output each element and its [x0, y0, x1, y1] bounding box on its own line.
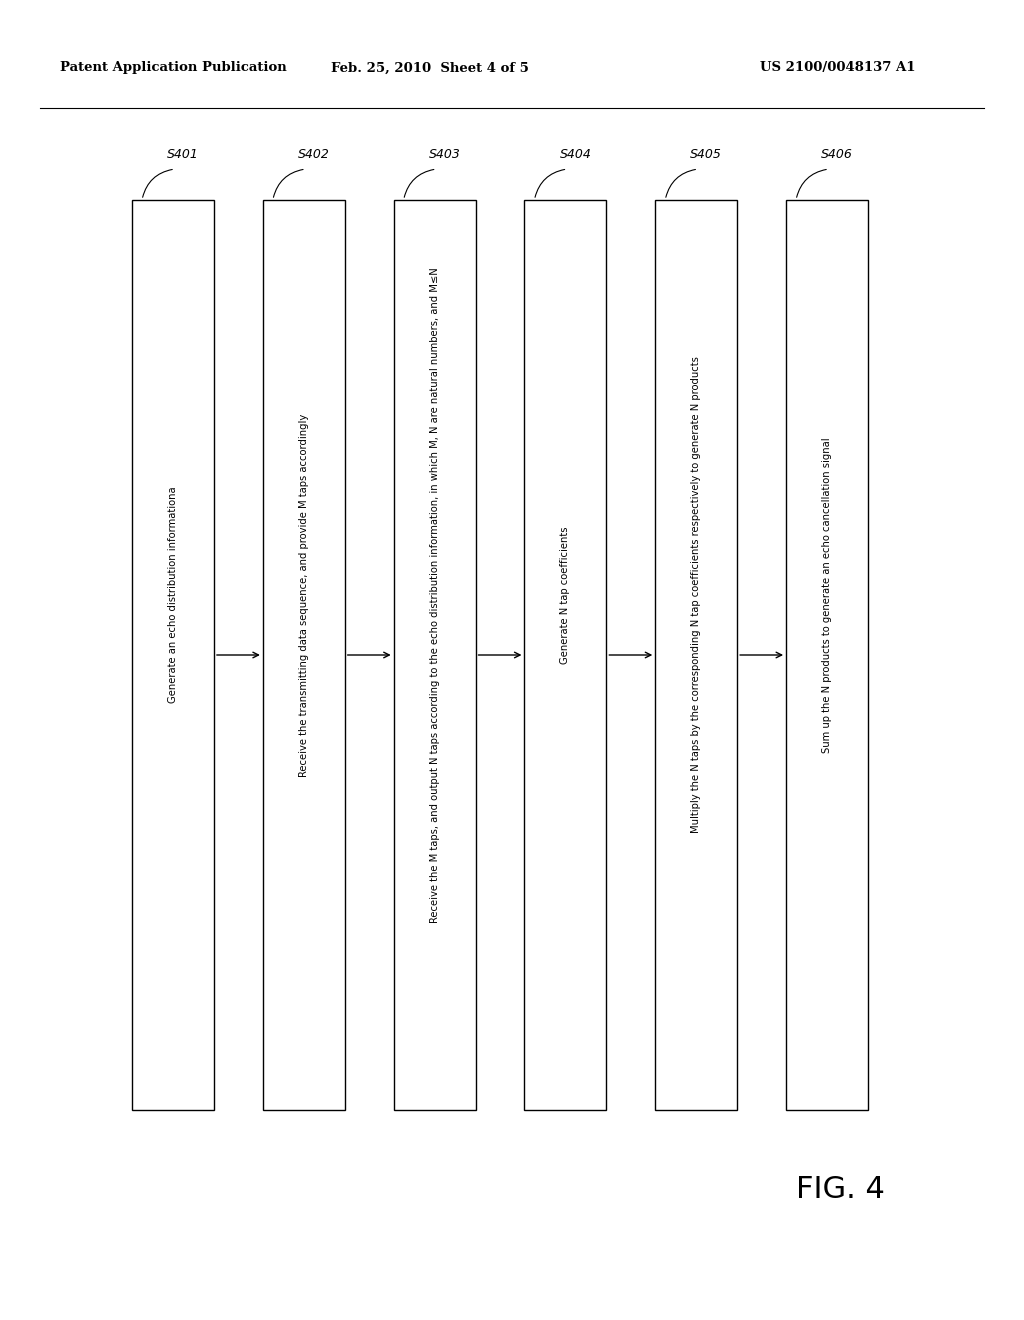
Text: S403: S403 [429, 149, 461, 161]
Text: Receive the transmitting data sequence, and provide M taps accordingly: Receive the transmitting data sequence, … [299, 413, 309, 776]
Text: Generate N tap coefficients: Generate N tap coefficients [560, 527, 570, 664]
Text: Generate an echo distribution informationa: Generate an echo distribution informatio… [168, 487, 178, 704]
Text: S404: S404 [559, 149, 591, 161]
Bar [393, 201, 475, 1110]
Bar [655, 201, 737, 1110]
Text: S402: S402 [298, 149, 330, 161]
Text: Multiply the N taps by the corresponding N tap coefficients respectively to gene: Multiply the N taps by the corresponding… [691, 356, 701, 833]
Text: FIG. 4: FIG. 4 [796, 1176, 885, 1204]
Text: S406: S406 [821, 149, 853, 161]
Bar [786, 201, 868, 1110]
Text: Feb. 25, 2010  Sheet 4 of 5: Feb. 25, 2010 Sheet 4 of 5 [331, 62, 529, 74]
Text: US 2100/0048137 A1: US 2100/0048137 A1 [760, 62, 915, 74]
Text: Sum up the N products to generate an echo cancellation signal: Sum up the N products to generate an ech… [822, 437, 831, 752]
Bar [132, 201, 214, 1110]
Bar [524, 201, 606, 1110]
Text: S405: S405 [690, 149, 722, 161]
Bar [263, 201, 345, 1110]
Text: Patent Application Publication: Patent Application Publication [60, 62, 287, 74]
Text: Receive the M taps, and output N taps according to the echo distribution informa: Receive the M taps, and output N taps ac… [430, 267, 439, 923]
Text: S401: S401 [167, 149, 199, 161]
